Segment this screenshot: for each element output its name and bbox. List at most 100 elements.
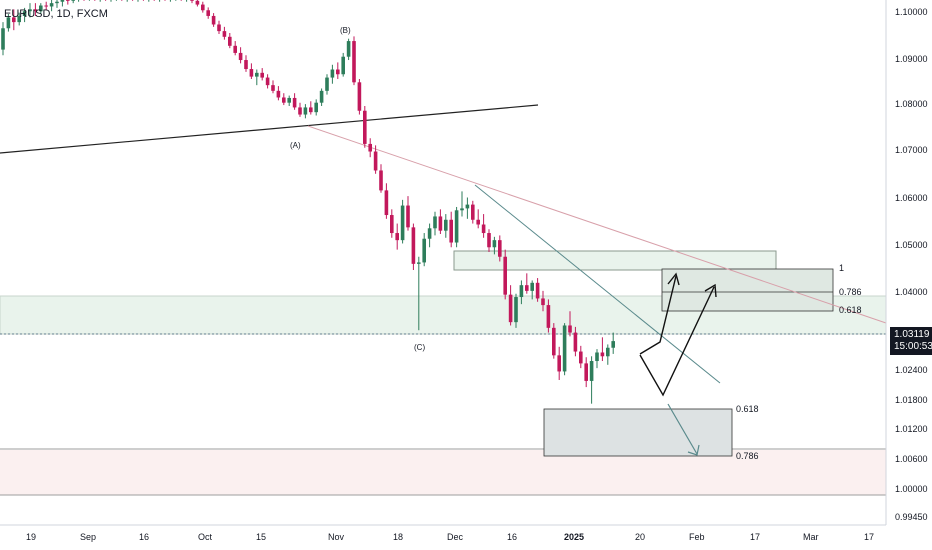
candle-down xyxy=(298,107,302,115)
candle-down xyxy=(222,31,227,37)
price-tick: 1.04000 xyxy=(895,287,928,297)
time-tick: Oct xyxy=(198,532,213,542)
candle-down xyxy=(190,0,194,1)
candle-down xyxy=(535,282,540,299)
price-tick: 1.07000 xyxy=(895,145,928,155)
candle-down xyxy=(265,77,270,86)
candle-up xyxy=(460,208,464,211)
price-tick: 1.00000 xyxy=(895,484,928,494)
price-tick: 1.09000 xyxy=(895,54,928,64)
projection-path-2 xyxy=(639,286,715,397)
projection-path-3 xyxy=(667,403,698,455)
candle-down xyxy=(525,285,529,291)
candle-down xyxy=(33,9,38,12)
candle-down xyxy=(411,227,416,264)
candle-up xyxy=(454,210,459,243)
candle-down xyxy=(233,45,237,53)
time-tick: Feb xyxy=(689,532,705,542)
wave-label-c: (C) xyxy=(414,343,425,352)
candle-down xyxy=(206,10,210,16)
candle-down xyxy=(471,204,475,220)
time-tick: 15 xyxy=(256,532,266,542)
candle-up xyxy=(1,28,5,50)
candle-up xyxy=(611,341,615,348)
candle-up xyxy=(346,41,351,57)
time-tick: 17 xyxy=(750,532,760,542)
candle-up xyxy=(330,69,335,78)
candle-down xyxy=(238,52,243,61)
price-tick: 1.00600 xyxy=(895,454,928,464)
candle-down xyxy=(12,17,16,23)
candle-down xyxy=(557,355,561,372)
candle-down xyxy=(438,216,443,231)
candle-up xyxy=(492,240,497,248)
projection-head-3 xyxy=(687,444,700,456)
fib-lower-label-0786: 0.786 xyxy=(736,451,759,461)
time-tick: 19 xyxy=(26,532,36,542)
time-axis[interactable]: 19 Sep 16 Oct 15 Nov 18 Dec 16 2025 20 F… xyxy=(26,532,874,542)
candle-down xyxy=(449,219,453,243)
candle-down xyxy=(201,4,205,11)
candle-up xyxy=(314,102,318,113)
price-tick: 0.99450 xyxy=(895,512,928,522)
candle-down xyxy=(357,82,362,111)
candle-up xyxy=(39,5,43,12)
candle-down xyxy=(352,41,356,83)
candle-up xyxy=(514,297,518,323)
fib-upper-label-0618: 0.618 xyxy=(839,305,862,315)
candle-down xyxy=(552,327,556,356)
candle-down xyxy=(66,0,70,1)
lower-zone xyxy=(0,450,886,495)
wave-label-a: (A) xyxy=(290,141,301,150)
candle-down xyxy=(487,233,491,248)
candle-down xyxy=(498,240,502,257)
time-tick: 18 xyxy=(393,532,403,542)
trendline-teal xyxy=(474,184,721,384)
price-tick: 1.02400 xyxy=(895,365,928,375)
candle-up xyxy=(562,325,567,372)
candle-down xyxy=(579,351,583,364)
candle-down xyxy=(476,219,480,225)
candle-down xyxy=(573,332,578,352)
trendline-black xyxy=(0,104,539,154)
time-tick: Dec xyxy=(447,532,464,542)
candle-down xyxy=(481,224,486,234)
price-axis[interactable]: 1.10000 1.09000 1.08000 1.07000 1.06000 … xyxy=(895,7,928,522)
price-tick: 1.05000 xyxy=(895,240,928,250)
candle-down xyxy=(384,190,389,216)
time-tick: Nov xyxy=(328,532,345,542)
candle-down xyxy=(600,352,605,357)
candle-down xyxy=(228,36,232,46)
fib-lower-box xyxy=(543,408,733,457)
bar-countdown: 15:00:53 xyxy=(894,341,932,352)
symbol-label: EURUSD, 1D, FXCM xyxy=(4,8,108,20)
candle-down xyxy=(244,60,248,70)
time-tick: 16 xyxy=(507,532,517,542)
current-price-value: 1.03119 xyxy=(894,329,930,340)
candle-down xyxy=(44,5,48,7)
candle-up xyxy=(606,347,610,357)
time-tick: Mar xyxy=(803,532,819,542)
candle-up xyxy=(55,1,59,4)
price-tick: 1.10000 xyxy=(895,7,928,17)
candle-down xyxy=(390,215,394,234)
candle-up xyxy=(255,72,259,77)
candles xyxy=(1,0,615,404)
candle-up xyxy=(530,282,534,291)
candle-down xyxy=(546,305,551,328)
candle-up xyxy=(400,205,405,241)
candle-up xyxy=(519,285,524,298)
time-tick: 17 xyxy=(864,532,874,542)
candle-down xyxy=(373,151,378,171)
candle-up xyxy=(417,262,421,264)
candle-up xyxy=(427,228,432,239)
price-tick: 1.01200 xyxy=(895,424,928,434)
candle-up xyxy=(589,361,594,381)
candle-up xyxy=(422,238,426,263)
candle-up xyxy=(71,0,75,1)
wave-label-b: (B) xyxy=(340,26,351,35)
candle-up xyxy=(303,107,308,115)
time-tick: 16 xyxy=(139,532,149,542)
candle-down xyxy=(368,143,372,152)
